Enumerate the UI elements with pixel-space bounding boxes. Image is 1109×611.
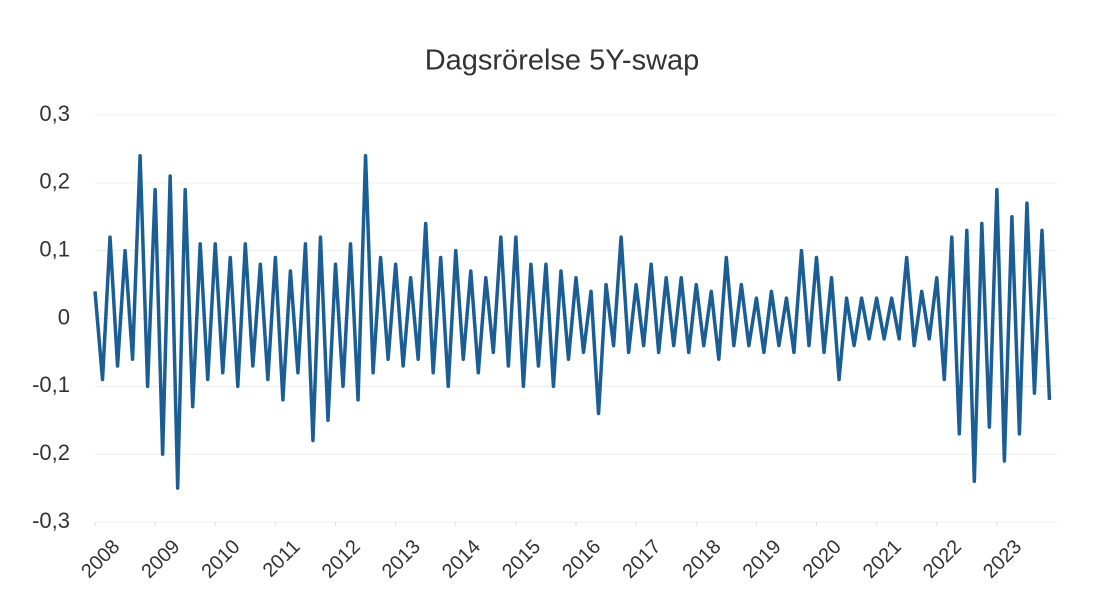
x-tick-label: 2008: [77, 536, 124, 583]
x-tick-label: 2011: [259, 536, 305, 582]
x-tick-label: 2023: [979, 536, 1026, 583]
x-tick-label: 2018: [678, 536, 725, 583]
x-tick-label: 2021: [859, 536, 906, 583]
y-tick-label: 0: [58, 304, 70, 329]
x-tick-label: 2010: [197, 536, 244, 583]
x-tick-label: 2020: [799, 536, 846, 583]
x-tick-label: 2012: [318, 536, 365, 583]
y-tick-label: 0,1: [39, 236, 70, 261]
x-tick-label: 2017: [618, 536, 665, 583]
y-tick-label: -0,2: [32, 440, 70, 465]
x-tick-label: 2015: [498, 536, 545, 583]
x-tick-label: 2009: [137, 536, 184, 583]
x-tick-label: 2013: [378, 536, 425, 583]
x-tick-label: 2019: [739, 536, 786, 583]
y-tick-label: -0,1: [32, 372, 70, 397]
chart-title: Dagsrörelse 5Y-swap: [425, 45, 700, 77]
x-tick-label: 2022: [919, 536, 966, 583]
x-tick-label: 2014: [438, 536, 485, 583]
y-tick-label: 0,2: [39, 169, 70, 194]
data-line: [93, 153, 1052, 490]
x-tick-label: 2016: [558, 536, 605, 583]
y-tick-label: -0,3: [32, 508, 70, 533]
y-tick-label: 0,3: [39, 101, 70, 126]
